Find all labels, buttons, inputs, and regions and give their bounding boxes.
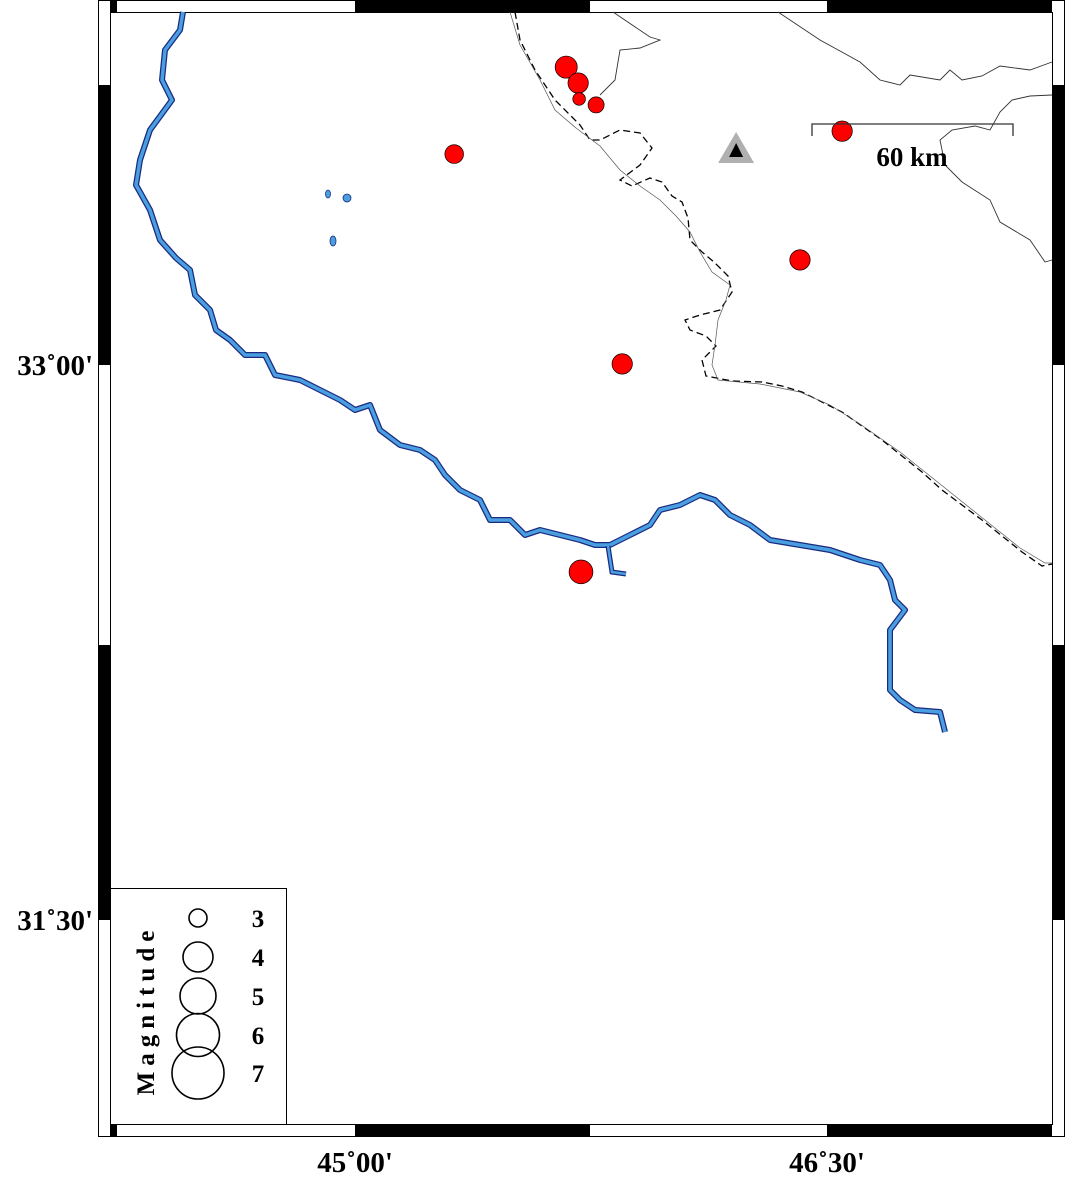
earthquake-event: [554, 55, 578, 79]
legend-circle: [182, 941, 214, 973]
borders: [509, 11, 1053, 567]
legend-title: Magnitude: [133, 925, 160, 1096]
lake: [342, 193, 352, 203]
earthquake-event: [572, 92, 586, 106]
rivers-and-lakes: [133, 11, 948, 733]
legend-circle: [171, 1046, 225, 1100]
y-tick-label: 31˚30': [17, 905, 93, 937]
earthquake-event: [587, 96, 605, 114]
magnitude-legend: Magnitude 3 4 5 6 7: [110, 888, 287, 1125]
legend-label: 6: [252, 1023, 265, 1050]
legend-circle: [175, 1012, 221, 1058]
legend-label: 7: [252, 1061, 265, 1088]
province-border: [939, 94, 1053, 263]
lake: [325, 189, 331, 199]
earthquake-event: [789, 249, 811, 271]
earthquake-event: [831, 120, 853, 142]
earthquake-event: [567, 72, 589, 94]
international-border-dashed: [514, 11, 1053, 567]
scale-bar-label: 60 km: [876, 142, 948, 172]
province-border: [777, 11, 1053, 86]
scale-bar: 60 km: [811, 123, 1014, 172]
earthquake-events: [444, 55, 853, 585]
earthquake-event: [444, 144, 464, 164]
y-tick-label: 33˚00': [17, 350, 93, 382]
legend-label: 4: [252, 945, 265, 972]
province-border: [599, 11, 662, 96]
lake: [329, 235, 337, 247]
x-tick-label: 46˚30': [789, 1147, 865, 1174]
station-marker: [718, 132, 755, 164]
legend-label: 3: [252, 906, 265, 933]
earthquake-event: [568, 559, 594, 585]
station-inner-triangle-icon: [729, 143, 744, 158]
legend-circle: [188, 908, 208, 928]
x-tick-label: 45˚00': [317, 1147, 393, 1174]
province-border: [509, 11, 1052, 564]
legend-label: 5: [252, 984, 265, 1011]
earthquake-event: [611, 353, 633, 375]
